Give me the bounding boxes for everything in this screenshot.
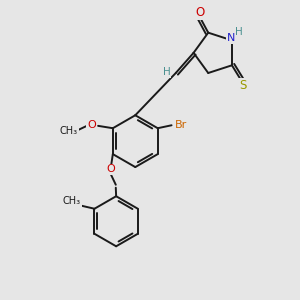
Text: H: H: [163, 67, 170, 77]
Text: O: O: [195, 6, 205, 19]
Text: H: H: [235, 27, 242, 37]
Text: O: O: [87, 120, 96, 130]
Text: Br: Br: [175, 120, 188, 130]
Text: CH₃: CH₃: [63, 196, 81, 206]
Text: N: N: [227, 33, 236, 43]
Text: CH₃: CH₃: [60, 126, 78, 136]
Text: O: O: [106, 164, 115, 174]
Text: S: S: [239, 80, 247, 92]
